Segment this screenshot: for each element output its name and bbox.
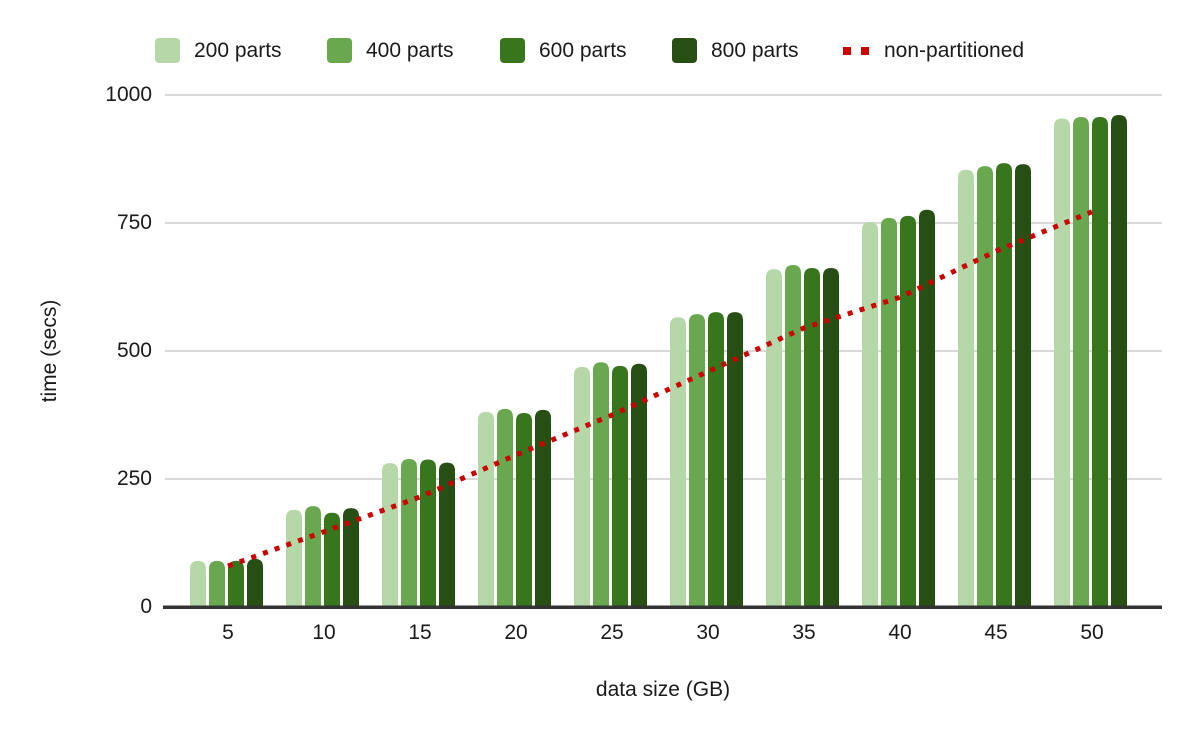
bar-800-parts-35GB xyxy=(823,268,839,607)
bar-800-parts-10GB xyxy=(343,508,359,607)
legend-label-400-parts: 400 parts xyxy=(366,38,454,62)
bar-800-parts-20GB xyxy=(535,409,551,607)
bar-800-parts-5GB xyxy=(247,558,263,607)
dotted-line-icon xyxy=(843,46,869,55)
bar-200-parts-25GB xyxy=(574,366,590,607)
x-tick-45: 45 xyxy=(984,621,1008,644)
y-tick-0: 0 xyxy=(140,595,152,618)
y-tick-1000: 1000 xyxy=(105,83,152,106)
bar-200-parts-50GB xyxy=(1054,118,1070,607)
bar-600-parts-40GB xyxy=(900,215,916,607)
y-tick-750: 750 xyxy=(116,211,152,234)
bar-600-parts-45GB xyxy=(996,163,1012,607)
legend-swatch-400-parts xyxy=(327,38,352,63)
red-dot-icon xyxy=(843,46,851,55)
legend-item-200-parts: 200 parts xyxy=(155,38,282,63)
bar-400-parts-5GB xyxy=(209,560,225,607)
x-tick-50: 50 xyxy=(1080,621,1104,644)
legend-label-200-parts: 200 parts xyxy=(194,38,282,62)
x-tick-5: 5 xyxy=(222,621,234,644)
x-tick-30: 30 xyxy=(696,621,720,644)
non-partitioned-line xyxy=(227,209,1093,569)
bar-200-parts-35GB xyxy=(766,269,782,607)
bar-600-parts-25GB xyxy=(612,365,628,607)
x-tick-20: 20 xyxy=(504,621,528,644)
legend-label-800-parts: 800 parts xyxy=(711,38,799,62)
bar-600-parts-50GB xyxy=(1092,117,1108,608)
bar-800-parts-30GB xyxy=(727,312,743,607)
bar-400-parts-35GB xyxy=(785,264,801,607)
legend-swatch-600-parts xyxy=(500,38,525,63)
bar-400-parts-40GB xyxy=(881,217,897,607)
bar-800-parts-40GB xyxy=(919,209,935,608)
bar-800-parts-25GB xyxy=(631,363,647,607)
bar-200-parts-20GB xyxy=(478,411,494,607)
bar-600-parts-35GB xyxy=(804,268,820,607)
bar-200-parts-45GB xyxy=(958,169,974,607)
bar-400-parts-25GB xyxy=(593,362,609,607)
legend-item-non-partitioned: non-partitioned xyxy=(843,38,1024,63)
bar-600-parts-30GB xyxy=(708,312,724,607)
red-dot-icon xyxy=(861,46,869,55)
y-tick-500: 500 xyxy=(116,339,152,362)
bar-800-parts-15GB xyxy=(439,462,455,607)
x-tick-35: 35 xyxy=(792,621,816,644)
bar-200-parts-30GB xyxy=(670,317,686,607)
legend-item-400-parts: 400 parts xyxy=(327,38,454,63)
legend-item-600-parts: 600 parts xyxy=(500,38,627,63)
legend-item-800-parts: 800 parts xyxy=(672,38,799,63)
bar-200-parts-40GB xyxy=(862,221,878,607)
legend-swatch-200-parts xyxy=(155,38,180,63)
bar-400-parts-20GB xyxy=(497,408,513,607)
x-tick-10: 10 xyxy=(312,621,336,644)
x-tick-40: 40 xyxy=(888,621,912,644)
bar-800-parts-45GB xyxy=(1015,164,1031,607)
bar-600-parts-10GB xyxy=(324,512,340,607)
bar-400-parts-15GB xyxy=(401,459,417,607)
x-axis-title: data size (GB) xyxy=(595,678,731,701)
legend-label-600-parts: 600 parts xyxy=(539,38,627,62)
bar-600-parts-20GB xyxy=(516,412,532,607)
legend-swatch-800-parts xyxy=(672,38,697,63)
x-tick-15: 15 xyxy=(408,621,432,644)
bar-600-parts-5GB xyxy=(228,560,244,607)
bar-400-parts-45GB xyxy=(977,166,993,607)
x-tick-25: 25 xyxy=(600,621,624,644)
bar-200-parts-10GB xyxy=(286,509,302,607)
bar-400-parts-50GB xyxy=(1073,117,1089,608)
legend-label-non-partitioned: non-partitioned xyxy=(884,38,1025,62)
bar-800-parts-50GB xyxy=(1111,114,1127,607)
bar-200-parts-15GB xyxy=(382,463,398,607)
y-tick-250: 250 xyxy=(116,467,152,490)
bar-400-parts-30GB xyxy=(689,314,705,607)
x-axis-baseline xyxy=(163,605,1162,609)
bar-400-parts-10GB xyxy=(305,506,321,607)
bar-600-parts-15GB xyxy=(420,459,436,607)
bar-200-parts-5GB xyxy=(190,560,206,607)
